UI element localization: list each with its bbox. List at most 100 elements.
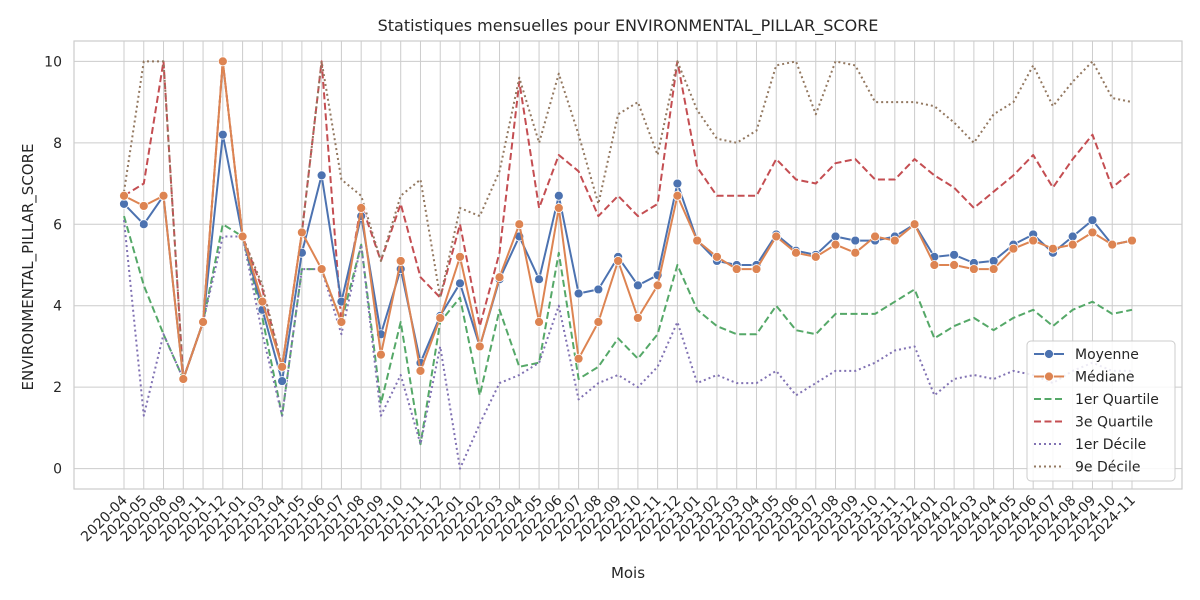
data-point bbox=[277, 376, 288, 386]
chart-title: Statistiques mensuelles pour ENVIRONMENT… bbox=[378, 16, 879, 36]
data-point bbox=[632, 280, 643, 291]
data-point bbox=[850, 235, 861, 246]
legend-item: 1er Quartile bbox=[1034, 392, 1159, 408]
data-point bbox=[277, 361, 288, 372]
data-point bbox=[573, 288, 584, 299]
data-point bbox=[672, 190, 683, 201]
data-point bbox=[336, 317, 347, 327]
data-point bbox=[1087, 227, 1098, 238]
legend-marker bbox=[1044, 349, 1054, 359]
legend-label: 1er Quartile bbox=[1075, 392, 1159, 408]
data-point bbox=[949, 260, 960, 270]
data-point bbox=[415, 365, 426, 376]
series-9e Décile bbox=[123, 60, 1133, 380]
data-point bbox=[1087, 215, 1098, 226]
data-point bbox=[632, 313, 643, 323]
data-point bbox=[296, 227, 307, 238]
data-point bbox=[593, 284, 604, 295]
data-point bbox=[929, 260, 940, 270]
data-point bbox=[395, 256, 406, 266]
y-tick-label: 6 bbox=[53, 217, 62, 233]
legend-label: 1er Décile bbox=[1075, 437, 1146, 453]
y-tick-label: 4 bbox=[53, 299, 62, 315]
data-point bbox=[455, 278, 465, 289]
legend-label: 3e Quartile bbox=[1075, 415, 1153, 431]
data-point bbox=[119, 190, 129, 201]
legend-item: Moyenne bbox=[1034, 347, 1139, 363]
series-line bbox=[123, 215, 1133, 446]
data-point bbox=[494, 272, 505, 283]
data-point bbox=[968, 264, 979, 274]
legend-item: 1er Décile bbox=[1034, 437, 1146, 453]
data-point bbox=[316, 264, 327, 274]
legend-label: Médiane bbox=[1075, 370, 1135, 386]
data-point bbox=[712, 251, 722, 262]
data-point bbox=[751, 264, 762, 274]
data-point bbox=[652, 280, 663, 291]
data-point bbox=[514, 219, 525, 230]
data-point bbox=[217, 56, 228, 67]
data-point bbox=[850, 247, 861, 258]
data-point bbox=[1067, 239, 1078, 250]
data-point bbox=[198, 317, 208, 327]
data-point bbox=[949, 249, 960, 260]
y-tick-label: 2 bbox=[53, 380, 62, 396]
y-axis-ticks: 0 2 4 6 8 10 bbox=[44, 54, 62, 477]
data-point bbox=[830, 231, 841, 242]
legend-item: 3e Quartile bbox=[1034, 415, 1153, 431]
data-point bbox=[1028, 235, 1039, 246]
legend-item: Médiane bbox=[1034, 370, 1135, 386]
legend-label: Moyenne bbox=[1075, 347, 1139, 363]
data-point bbox=[534, 317, 544, 327]
data-point bbox=[988, 264, 999, 274]
series-Médiane bbox=[119, 56, 1137, 384]
data-point bbox=[731, 264, 742, 274]
data-point bbox=[356, 203, 367, 213]
series-group bbox=[119, 56, 1137, 470]
legend-item: 9e Décile bbox=[1034, 460, 1140, 476]
data-point bbox=[593, 317, 604, 327]
data-point bbox=[870, 231, 880, 242]
data-point bbox=[672, 178, 683, 189]
data-point bbox=[534, 274, 544, 285]
data-point bbox=[158, 190, 169, 201]
data-point bbox=[257, 296, 268, 307]
series-line bbox=[123, 60, 1133, 380]
legend-label: 9e Décile bbox=[1075, 460, 1140, 476]
data-point bbox=[1107, 239, 1118, 250]
data-point bbox=[435, 313, 446, 323]
data-point bbox=[988, 256, 999, 266]
data-point bbox=[573, 353, 584, 364]
y-tick-label: 0 bbox=[53, 462, 62, 478]
grid-lines bbox=[74, 41, 1182, 489]
data-point bbox=[1048, 243, 1058, 254]
y-tick-label: 8 bbox=[53, 136, 62, 152]
data-point bbox=[316, 170, 327, 181]
plot-frame bbox=[73, 40, 1183, 490]
data-point bbox=[909, 219, 920, 230]
data-point bbox=[810, 251, 821, 262]
data-point bbox=[474, 341, 485, 352]
data-point bbox=[613, 256, 624, 266]
data-point bbox=[455, 251, 465, 262]
data-point bbox=[1008, 243, 1019, 254]
series-line bbox=[123, 60, 1133, 380]
data-point bbox=[791, 247, 801, 258]
legend: Moyenne Médiane 1er Quartile 3e Quartile 1er… bbox=[1026, 340, 1176, 482]
data-point bbox=[692, 235, 703, 246]
series-line bbox=[123, 133, 1133, 383]
data-point bbox=[178, 374, 189, 384]
data-point bbox=[237, 231, 248, 242]
data-point bbox=[376, 349, 386, 360]
data-point bbox=[138, 201, 149, 211]
data-point bbox=[1067, 231, 1078, 242]
data-point bbox=[830, 239, 841, 250]
data-point bbox=[119, 199, 129, 209]
y-tick-label: 10 bbox=[44, 54, 62, 70]
series-1er Quartile bbox=[123, 215, 1133, 446]
legend-marker bbox=[1044, 371, 1054, 382]
y-axis-label: ENVIRONMENTAL_PILLAR_SCORE bbox=[19, 143, 38, 390]
data-point bbox=[553, 190, 564, 201]
data-point bbox=[217, 129, 228, 140]
